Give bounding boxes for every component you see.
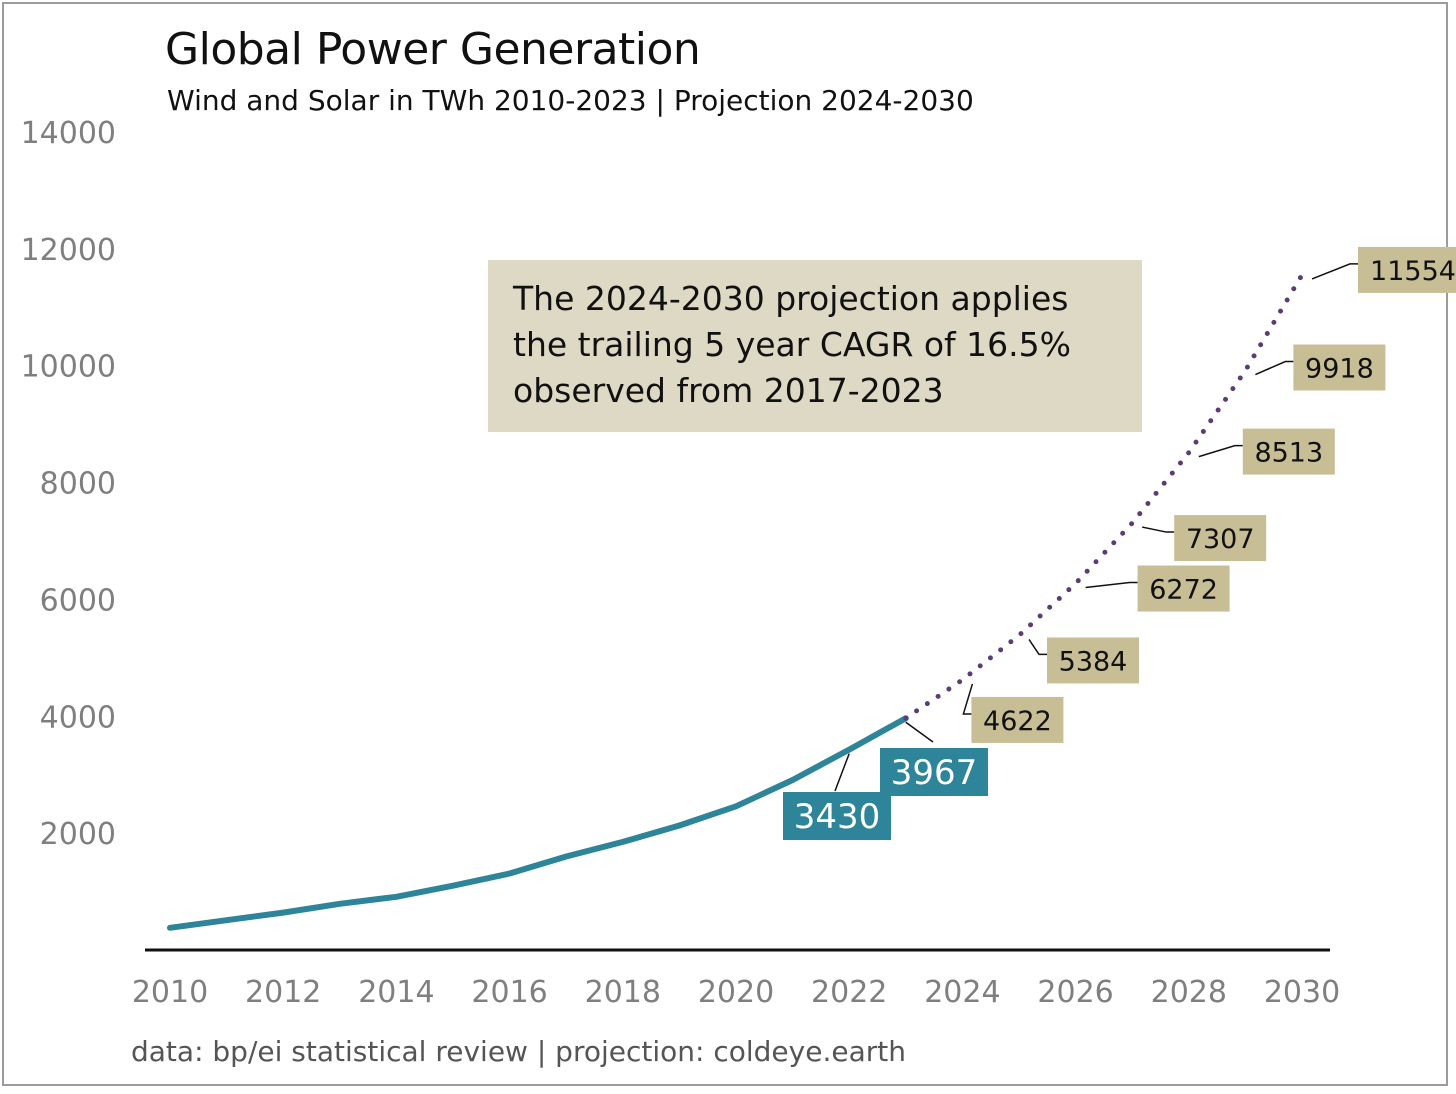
data-label-leader	[1085, 581, 1138, 589]
y-tick-label: 12000	[21, 233, 116, 268]
projection-note: The 2024-2030 projection applies the tra…	[488, 260, 1142, 432]
data-label-leader	[834, 753, 850, 792]
data-label-text: 3430	[794, 797, 881, 837]
data-label-text: 3967	[891, 753, 978, 793]
chart-source: data: bp/ei statistical review | project…	[131, 1035, 906, 1068]
historical-series-line	[167, 715, 909, 931]
data-label-box	[880, 748, 988, 796]
x-tick-label: 2016	[471, 975, 547, 1010]
x-tick-label: 2018	[585, 975, 661, 1010]
data-label-text: 4622	[983, 706, 1052, 737]
x-tick-label: 2028	[1151, 975, 1227, 1010]
x-tick-label: 2010	[132, 975, 208, 1010]
x-tick-label: 2012	[245, 975, 321, 1010]
y-tick-label: 6000	[40, 583, 116, 618]
projection-note-line: observed from 2017-2023	[513, 371, 944, 410]
data-label-box	[1137, 565, 1230, 612]
data-label-leader	[1028, 639, 1047, 656]
data-label-box	[1293, 344, 1386, 391]
data-label-leader	[962, 683, 974, 715]
data-label-box	[1047, 637, 1139, 684]
x-tick-label: 2030	[1264, 975, 1340, 1010]
y-tick-label: 10000	[21, 350, 116, 385]
y-axis-ticks: 2000 4000 6000 8000 10000 12000 14000	[21, 116, 116, 852]
x-tick-label: 2014	[358, 975, 434, 1010]
x-tick-label: 2022	[811, 975, 887, 1010]
data-label-leader	[1198, 444, 1243, 458]
chart-subtitle: Wind and Solar in TWh 2010-2023 | Projec…	[167, 84, 974, 117]
data-label-text: 11554	[1370, 256, 1456, 287]
data-label-text: 7307	[1186, 524, 1255, 555]
projection-note-line: The 2024-2030 projection applies	[513, 279, 1069, 318]
x-tick-label: 2020	[698, 975, 774, 1010]
x-tick-label: 2026	[1037, 975, 1113, 1010]
data-label-box	[1242, 428, 1335, 475]
x-tick-label: 2024	[924, 975, 1000, 1010]
data-label-box	[1358, 246, 1456, 293]
data-label-box	[1174, 515, 1267, 562]
y-tick-label: 4000	[40, 700, 116, 735]
data-label-box	[971, 696, 1064, 743]
data-label-leader	[905, 721, 934, 743]
data-label-box	[783, 792, 891, 840]
data-label-text: 8513	[1254, 438, 1323, 469]
chart-title: Global Power Generation	[165, 24, 701, 75]
y-tick-label: 14000	[21, 116, 116, 151]
data-label-text: 6272	[1149, 575, 1218, 606]
x-axis-ticks: 2010 2012 2014 2016 2018 2020 2022 2024 2026 2028…	[132, 975, 1340, 1010]
projection-series-line	[903, 272, 1305, 721]
projection-note-line: the trailing 5 year CAGR of 16.5%	[513, 325, 1071, 364]
y-tick-label: 2000	[40, 817, 116, 852]
y-tick-label: 8000	[40, 467, 116, 502]
data-label-leader	[1255, 360, 1294, 376]
data-label-leader	[1311, 263, 1358, 280]
series-group	[167, 272, 1305, 931]
data-label-text: 9918	[1305, 354, 1374, 385]
data-label-text: 5384	[1059, 646, 1128, 677]
data-label-leader	[1142, 526, 1175, 533]
